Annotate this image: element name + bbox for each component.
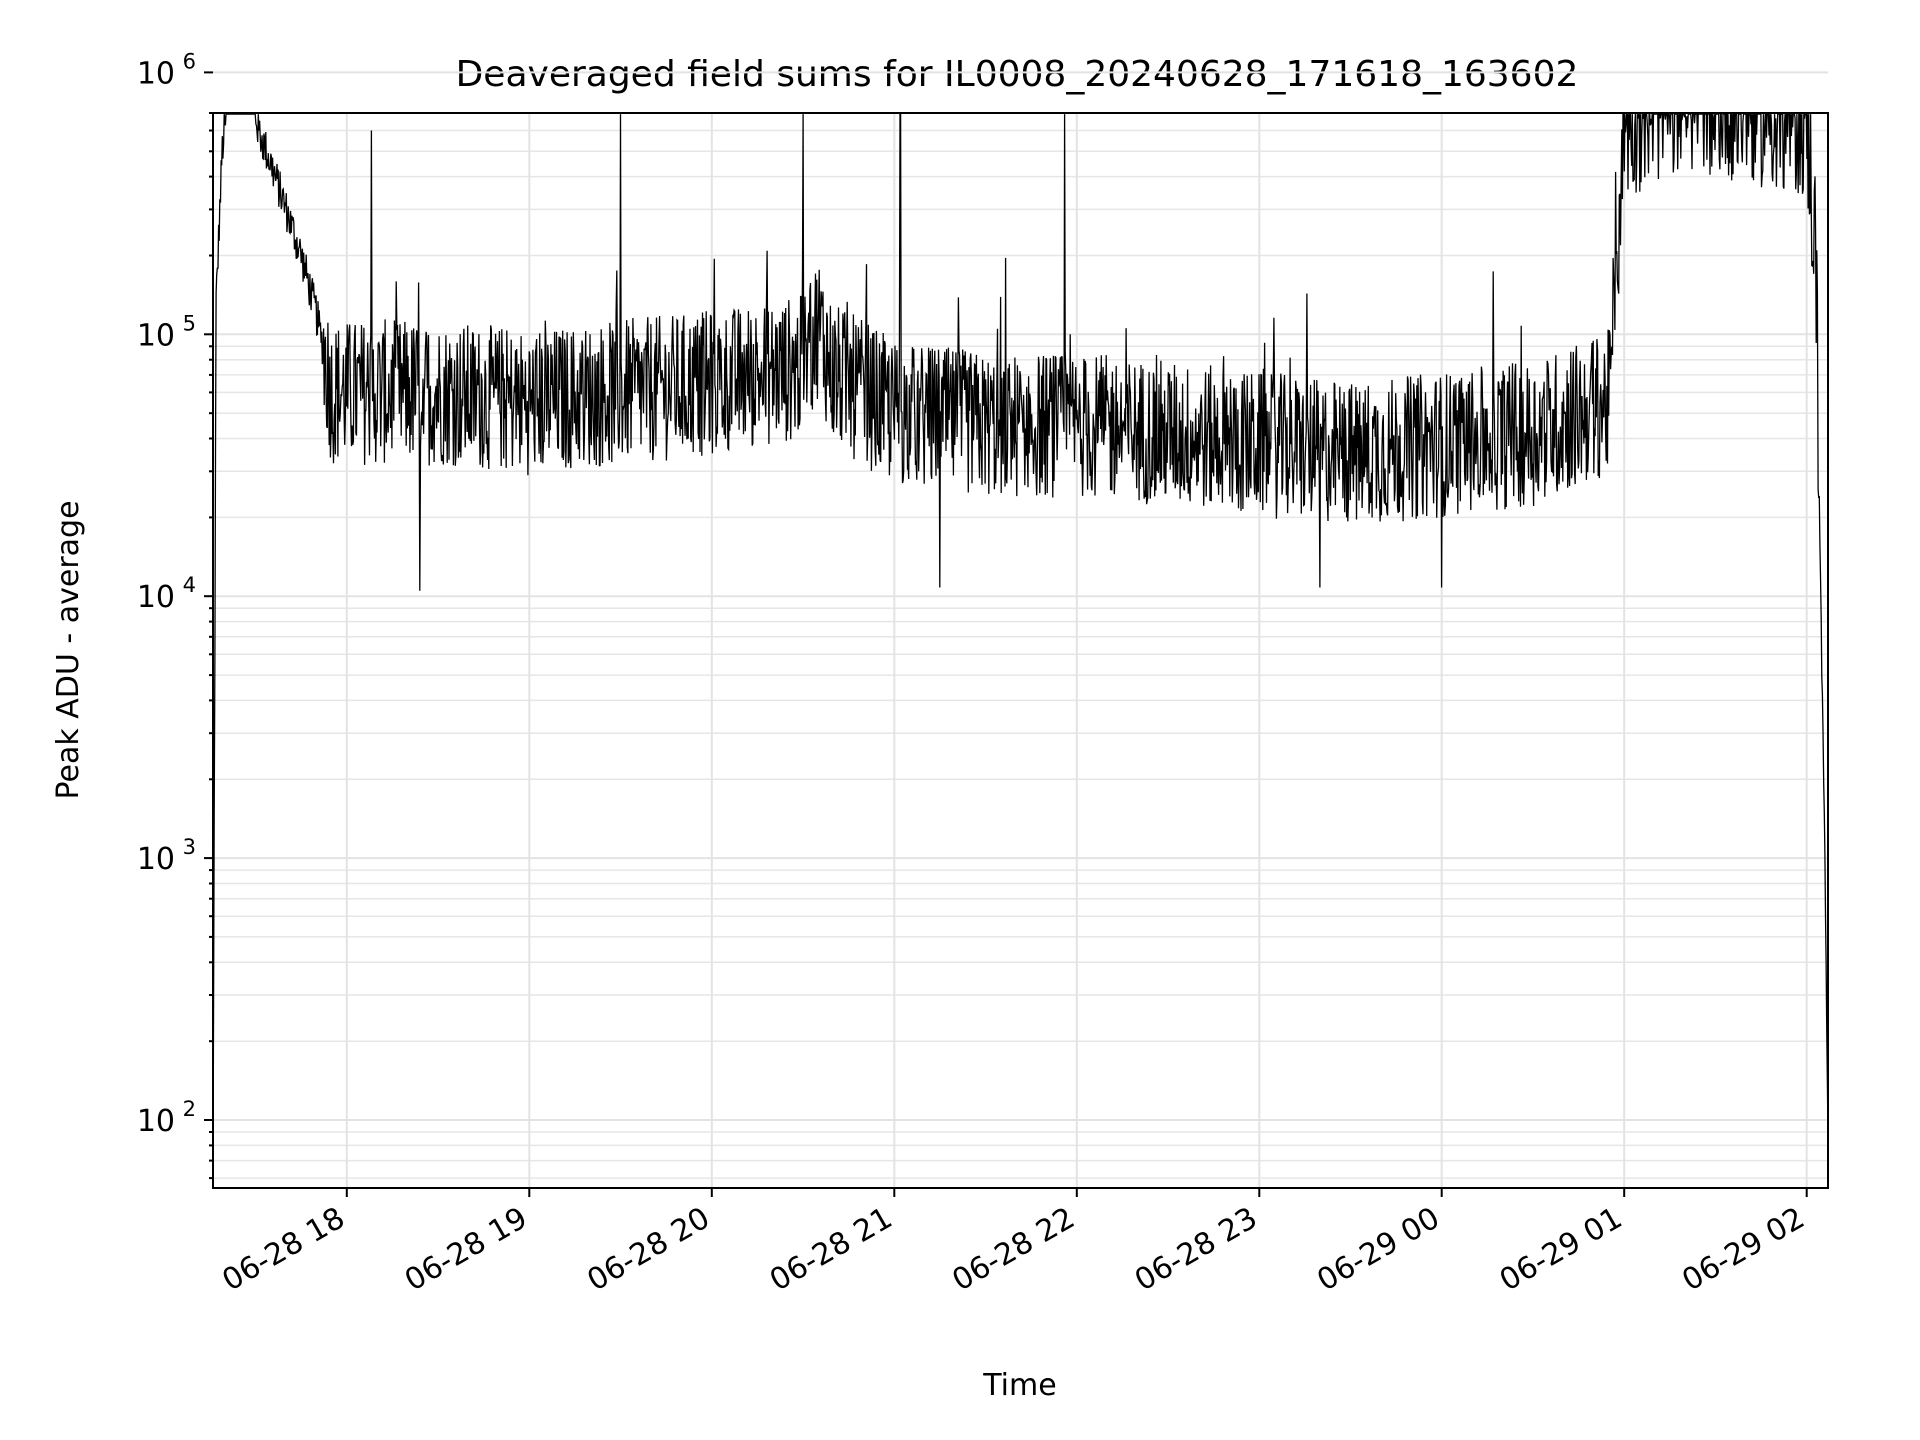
x-tick-label: 06-29 02 [1676, 1201, 1810, 1299]
x-axis: 06-28 18 06-28 19 06-28 20 06-28 21 06-28 22… [216, 1188, 1811, 1299]
y-axis-label: Peak ADU - average [51, 500, 86, 799]
y-tick-label: 10 [137, 842, 175, 877]
x-tick-label: 06-29 00 [1311, 1201, 1445, 1299]
x-tick-label: 06-28 23 [1129, 1201, 1263, 1299]
y-tick-label: 10 [137, 580, 175, 615]
y-tick-label: 10 [137, 56, 175, 91]
y-tick-label: 10 [137, 1104, 175, 1139]
plot-frame [212, 112, 1829, 1189]
chart-title: Deaveraged field sums for IL0008_2024062… [456, 54, 1579, 95]
grid [213, 71, 1828, 1188]
x-tick-label: 06-28 18 [216, 1201, 350, 1299]
y-tick-exponent: 2 [183, 1097, 196, 1121]
y-tick-exponent: 6 [183, 49, 196, 73]
x-tick-label: 06-28 20 [581, 1201, 715, 1299]
x-axis-label: Time [982, 1368, 1056, 1403]
x-tick-label: 06-28 21 [764, 1201, 898, 1299]
y-tick-label: 10 [137, 318, 175, 353]
x-tick-label: 06-29 01 [1494, 1201, 1628, 1299]
y-tick-exponent: 5 [183, 311, 196, 335]
x-tick-label: 06-28 19 [399, 1201, 533, 1299]
y-tick-exponent: 3 [183, 835, 196, 859]
y-axis: 10 2 10 3 10 4 10 5 10 6 [137, 49, 213, 1180]
x-tick-label: 06-28 22 [946, 1201, 1080, 1299]
series-line [212, 113, 1829, 1172]
y-tick-exponent: 4 [183, 573, 196, 597]
